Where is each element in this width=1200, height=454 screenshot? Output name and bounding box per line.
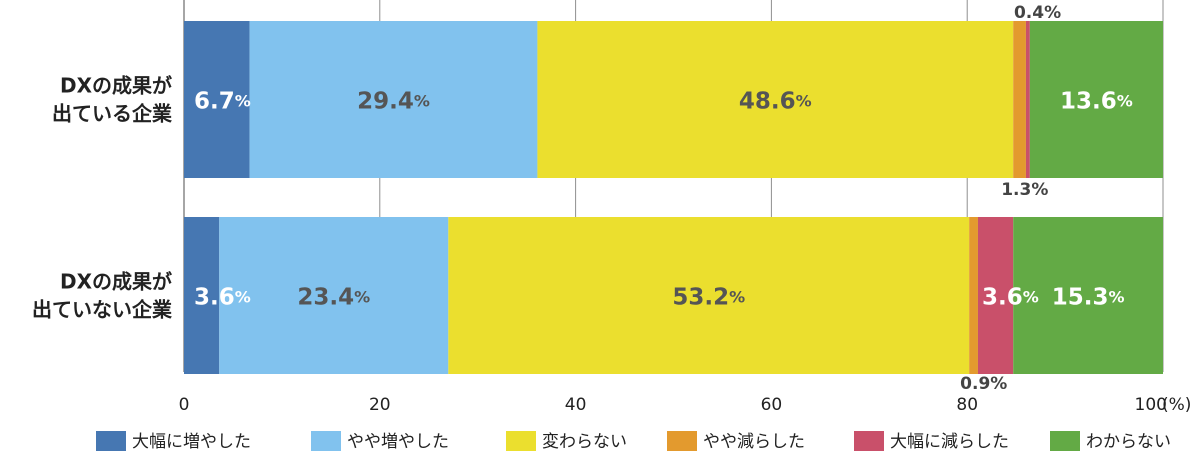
legend-swatch-1 (96, 431, 126, 451)
bar-segment-1-5 (1025, 21, 1030, 178)
bar-segment-1-1 (184, 21, 250, 178)
data-label-2-1: 3.6% (194, 284, 251, 310)
bar-segment-2-1 (184, 217, 220, 374)
category-label-1-line-1: DXの成果が (60, 74, 172, 98)
data-label-1-4: 1.3% (1001, 180, 1048, 200)
legend-swatch-2 (311, 431, 341, 451)
bar-segment-2-6 (1013, 217, 1163, 374)
legend-label-4: やや減らした (703, 432, 805, 452)
bar-segment-2-4 (969, 217, 978, 374)
tick-label-80: 80 (956, 395, 978, 415)
bar-segment-1-3 (537, 21, 1014, 178)
data-label-2-4: 0.9% (960, 374, 1007, 394)
data-label-1-2: 29.4% (357, 88, 430, 114)
legend-label-2: やや増やした (347, 432, 449, 452)
bar-segment-1-6 (1029, 21, 1163, 178)
tick-label-100: 100 (1135, 395, 1167, 415)
category-label-2-line-2: 出ていない企業 (32, 298, 173, 322)
bar-segment-1-2 (249, 21, 538, 178)
legend-swatch-6 (1050, 431, 1080, 451)
data-label-1-5: 0.4% (1014, 3, 1061, 23)
data-label-2-3: 53.2% (672, 284, 745, 310)
data-label-2-6: 15.3% (1052, 284, 1125, 310)
legend-label-1: 大幅に増やした (132, 432, 251, 452)
data-label-1-3: 48.6% (739, 88, 812, 114)
legend-swatch-3 (506, 431, 536, 451)
legend-label-6: わからない (1086, 432, 1171, 452)
bar-segment-2-2 (219, 217, 449, 374)
bar-segment-1-4 (1013, 21, 1026, 178)
legend-label-3: 変わらない (542, 432, 627, 452)
data-label-2-5: 3.6% (982, 284, 1039, 310)
data-labels: 6.7% 29.4% 48.6% 1.3% 0.4% 13.6% 3.6% 23.4% 53.2… (194, 3, 1133, 394)
tick-label-40: 40 (565, 395, 587, 415)
bars (184, 21, 1163, 374)
tick-label-60: 60 (761, 395, 783, 415)
legend-label-5: 大幅に減らした (890, 432, 1009, 452)
data-label-2-2: 23.4% (297, 284, 370, 310)
bar-segment-2-3 (448, 217, 970, 374)
category-label-2-line-1: DXの成果が (60, 270, 172, 294)
data-label-1-6: 13.6% (1060, 88, 1133, 114)
category-label-1-line-2: 出ている企業 (52, 102, 173, 126)
x-axis: 0 20 40 60 80 100(%) (179, 395, 1192, 415)
legend-swatch-5 (854, 431, 884, 451)
bar-segment-2-5 (977, 217, 1014, 374)
tick-label-0: 0 (179, 395, 190, 415)
tick-label-20: 20 (369, 395, 391, 415)
axis-unit: (%) (1162, 395, 1191, 415)
legend: 大幅に増やした やや増やした 変わらない やや減らした 大幅に減らした わからない (96, 431, 1171, 452)
data-label-1-1: 6.7% (194, 88, 251, 114)
legend-swatch-4 (667, 431, 697, 451)
